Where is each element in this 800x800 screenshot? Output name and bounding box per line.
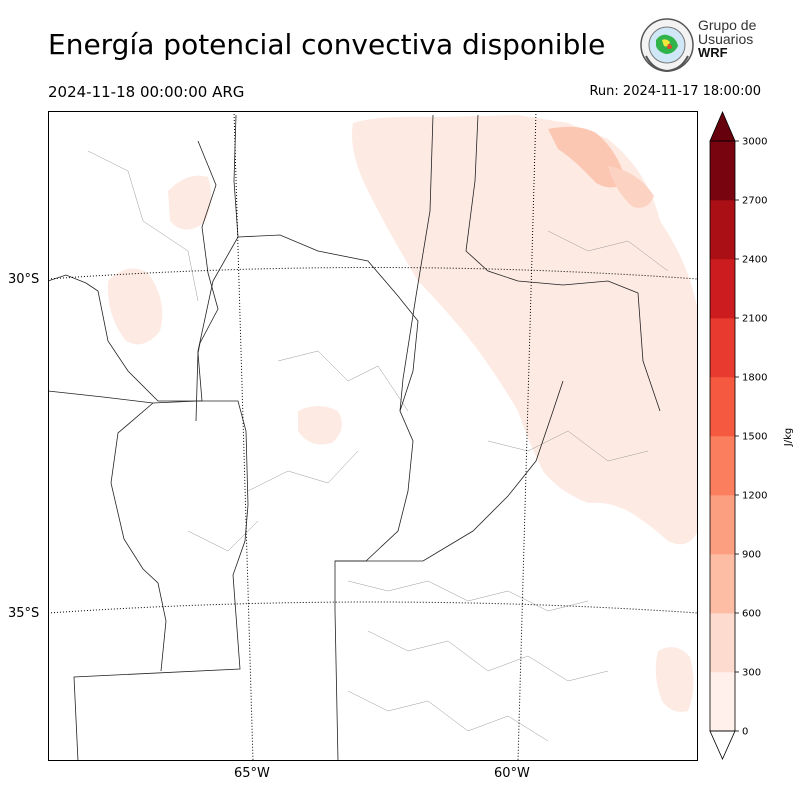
colorbar-tick-label: 3000 [742, 137, 767, 148]
admin-boundaries [87, 150, 669, 742]
colorbar-tick-label: 900 [742, 550, 761, 561]
cape-map [48, 111, 698, 761]
colorbar-tick-label: 2100 [742, 314, 767, 325]
colorbar-tick-label: 1200 [742, 491, 767, 502]
colorbar-box [710, 141, 735, 201]
lon-label-65w: 65°W [234, 766, 270, 781]
lat-label-30s: 30°S [8, 272, 40, 287]
run-time: Run: 2024-11-17 18:00:00 [589, 84, 761, 99]
colorbar-tick-label: 2700 [742, 196, 767, 207]
colorbar-tick-label: 2400 [742, 255, 767, 266]
logo-line-3: WRF [698, 45, 728, 60]
globe-seal-icon [640, 18, 694, 73]
colorbar-tick-label: 1500 [742, 432, 767, 443]
colorbar-box [710, 436, 735, 496]
chart-title: Energía potencial convectiva disponible [48, 28, 606, 61]
logo-line-1: Grupo de [698, 17, 757, 33]
colorbar-ticks: 0 300 600 900 1200 1500 1800 2100 2400 2700 3000 [735, 137, 767, 738]
colorbar-box [710, 672, 735, 732]
logo-line-2: Usuarios [698, 31, 754, 47]
colorbar-boxes [709, 110, 736, 760]
colorbar-box [710, 495, 735, 555]
logo-text: Grupo de Usuarios WRF [698, 18, 756, 60]
colorbar-box [710, 377, 735, 437]
lon-label-60w: 60°W [494, 766, 530, 781]
colorbar-under-arrow [709, 730, 736, 760]
colorbar-label: J/kg [783, 428, 794, 447]
colorbar-box [710, 259, 735, 319]
wrf-logo: Grupo de Usuarios WRF [638, 16, 758, 74]
colorbar-box [710, 613, 735, 673]
colorbar-tick-label: 1800 [742, 373, 767, 384]
colorbar-box [710, 318, 735, 378]
colorbar-box [710, 554, 735, 614]
colorbar-tick-label: 300 [742, 668, 761, 679]
lat-label-35s: 35°S [8, 606, 40, 621]
graticule [48, 111, 698, 761]
colorbar-box [710, 200, 735, 260]
province-boundaries [48, 114, 661, 761]
colorbar: 0 300 600 900 1200 1500 1800 2100 2400 2700 3000 J… [709, 110, 794, 760]
colorbar-tick-label: 600 [742, 609, 761, 620]
cape-shading [107, 115, 698, 712]
colorbar-over-arrow [709, 110, 736, 142]
colorbar-tick-label: 0 [742, 727, 748, 738]
valid-time: 2024-11-18 00:00:00 ARG [48, 83, 245, 101]
